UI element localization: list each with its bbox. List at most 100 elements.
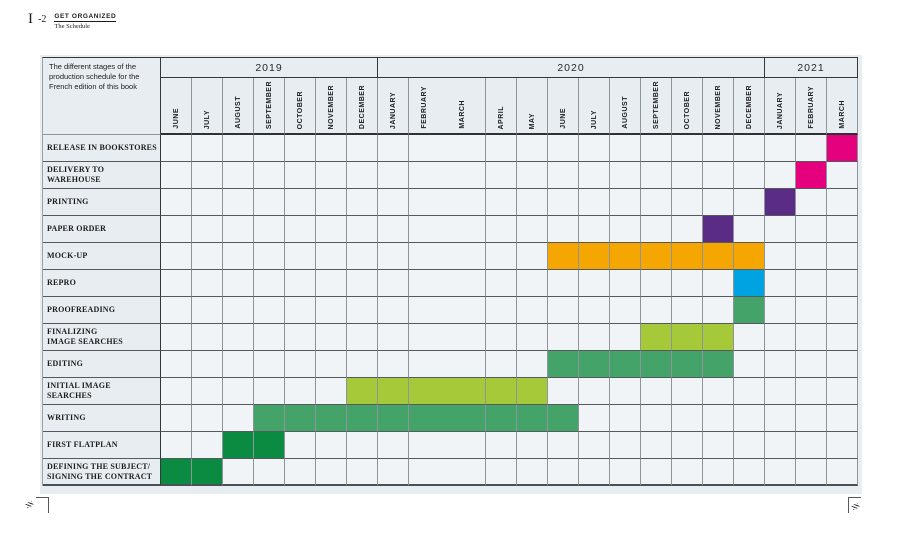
gantt-cell bbox=[378, 297, 409, 324]
gantt-cell bbox=[641, 270, 672, 297]
gantt-cell bbox=[734, 378, 765, 405]
gantt-cell bbox=[517, 270, 548, 297]
gantt-cell bbox=[734, 405, 765, 432]
gantt-cell bbox=[347, 351, 378, 378]
gantt-cell bbox=[517, 324, 548, 351]
gantt-cell bbox=[409, 189, 440, 216]
gantt-cell bbox=[285, 216, 316, 243]
gantt-cell bbox=[734, 189, 765, 216]
gantt-cell bbox=[223, 324, 254, 351]
gantt-cell bbox=[827, 243, 858, 270]
gantt-cell bbox=[703, 162, 734, 189]
gantt-cell bbox=[610, 162, 641, 189]
gantt-cell bbox=[641, 216, 672, 243]
gantt-cell bbox=[223, 216, 254, 243]
gantt-cell bbox=[409, 162, 440, 189]
gantt-cell bbox=[223, 189, 254, 216]
gantt-cell bbox=[672, 189, 703, 216]
month-cell: SEPTEMBER bbox=[641, 78, 672, 135]
gantt-cell bbox=[548, 459, 579, 486]
gantt-cell-filled bbox=[254, 432, 285, 459]
gantt-cell-filled bbox=[796, 162, 827, 189]
gantt-cell bbox=[765, 270, 796, 297]
gantt-cell-filled bbox=[641, 324, 672, 351]
fold-glyph-icon bbox=[25, 500, 34, 509]
gantt-cell-filled bbox=[517, 378, 548, 405]
gantt-cell bbox=[440, 459, 486, 486]
gantt-cell bbox=[517, 162, 548, 189]
task-label: PRINTING bbox=[43, 189, 161, 216]
gantt-cell bbox=[440, 243, 486, 270]
gantt-cell bbox=[703, 432, 734, 459]
gantt-cell-filled bbox=[548, 351, 579, 378]
gantt-cell bbox=[672, 162, 703, 189]
gantt-cell bbox=[486, 270, 517, 297]
month-label: JULY bbox=[590, 109, 598, 129]
gantt-cell bbox=[765, 297, 796, 324]
gantt-cell bbox=[192, 432, 223, 459]
month-label: JULY bbox=[203, 109, 211, 129]
gantt-cell bbox=[703, 378, 734, 405]
gantt-cell bbox=[548, 189, 579, 216]
gantt-cell bbox=[378, 351, 409, 378]
running-head: I -2 GET ORGANIZED The Schedule bbox=[28, 12, 117, 30]
month-label: SEPTEMBER bbox=[265, 80, 273, 129]
gantt-cell bbox=[223, 378, 254, 405]
corner-crop-mark-bottom-left bbox=[36, 497, 49, 513]
month-label: APRIL bbox=[497, 105, 505, 130]
month-cell: OCTOBER bbox=[672, 78, 703, 135]
gantt-cell bbox=[316, 162, 347, 189]
gantt-cell bbox=[223, 351, 254, 378]
gantt-cell bbox=[610, 216, 641, 243]
task-label: WRITING bbox=[43, 405, 161, 432]
gantt-cell bbox=[161, 216, 192, 243]
gantt-cell bbox=[827, 432, 858, 459]
gantt-cell bbox=[827, 405, 858, 432]
month-label: FEBRUARY bbox=[421, 86, 428, 129]
month-label: AUGUST bbox=[234, 96, 242, 129]
gantt-cell bbox=[796, 432, 827, 459]
gantt-cell bbox=[765, 405, 796, 432]
gantt-cell bbox=[765, 216, 796, 243]
gantt-cell bbox=[579, 135, 610, 162]
gantt-cell-filled bbox=[347, 405, 378, 432]
gantt-cell bbox=[827, 324, 858, 351]
gantt-cell-filled bbox=[610, 243, 641, 270]
gantt-cell bbox=[517, 135, 548, 162]
gantt-cell bbox=[223, 243, 254, 270]
gantt-cell bbox=[378, 432, 409, 459]
gantt-cell bbox=[223, 405, 254, 432]
gantt-cell bbox=[440, 297, 486, 324]
gantt-cell-filled bbox=[765, 189, 796, 216]
gantt-cell bbox=[548, 162, 579, 189]
gantt-cell bbox=[192, 216, 223, 243]
gantt-cell-filled bbox=[223, 432, 254, 459]
gantt-cell bbox=[517, 459, 548, 486]
gantt-cell bbox=[610, 135, 641, 162]
gantt-cell-filled bbox=[548, 405, 579, 432]
task-label: EDITING bbox=[43, 351, 161, 378]
month-label: NOVEMBER bbox=[327, 84, 335, 129]
year-header: 2020 bbox=[378, 58, 765, 78]
gantt-cell bbox=[409, 243, 440, 270]
gantt-cell bbox=[378, 216, 409, 243]
gantt-cell bbox=[409, 270, 440, 297]
month-label: JUNE bbox=[172, 108, 180, 129]
gantt-cell bbox=[703, 405, 734, 432]
month-label: MARCH bbox=[838, 100, 846, 129]
month-label: DECEMBER bbox=[358, 84, 366, 129]
gantt-cell bbox=[703, 189, 734, 216]
gantt-cell bbox=[579, 459, 610, 486]
gantt-grid: The different stages of the production s… bbox=[42, 57, 858, 486]
gantt-cell bbox=[285, 459, 316, 486]
gantt-cell bbox=[161, 162, 192, 189]
gantt-cell bbox=[254, 243, 285, 270]
gantt-cell bbox=[796, 459, 827, 486]
gantt-cell-filled bbox=[347, 378, 378, 405]
gantt-cell-filled bbox=[409, 378, 440, 405]
gantt-cell bbox=[347, 216, 378, 243]
gantt-cell bbox=[548, 270, 579, 297]
gantt-cell bbox=[765, 378, 796, 405]
month-cell: FEBRUARY bbox=[796, 78, 827, 135]
gantt-cell-filled bbox=[672, 243, 703, 270]
